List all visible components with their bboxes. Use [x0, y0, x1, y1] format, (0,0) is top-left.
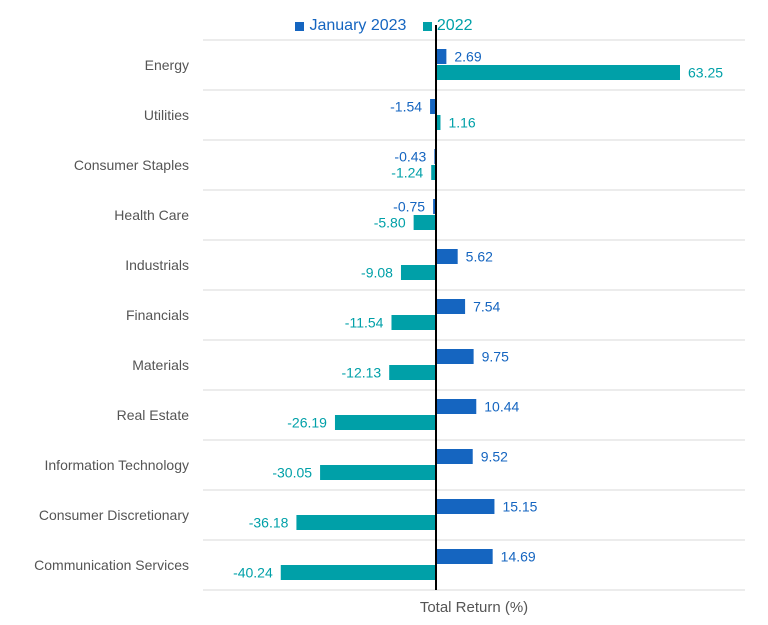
category-label-energy: Energy [145, 57, 189, 73]
legend-item-january-2023: January 2023 [295, 17, 406, 35]
legend-label-january-2023: January 2023 [309, 17, 407, 34]
data-label-2022-energy: 63.25 [688, 65, 723, 81]
data-label-2022-information-technology: -30.05 [272, 465, 312, 481]
bar-2022-real-estate [334, 415, 436, 430]
bar-2022-information-technology [320, 465, 436, 480]
data-label-january-2023-materials: 9.75 [482, 349, 509, 365]
legend-swatch-2022 [422, 21, 432, 31]
category-label-information-technology: Information Technology [45, 457, 190, 473]
data-label-2022-materials: -12.13 [342, 365, 382, 381]
data-label-january-2023-real-estate: 10.44 [484, 399, 519, 415]
data-label-january-2023-information-technology: 9.52 [481, 449, 508, 465]
data-label-2022-health-care: -5.80 [374, 215, 406, 231]
data-label-2022-consumer-staples: -1.24 [391, 165, 423, 181]
bar-2022-consumer-discretionary [296, 515, 436, 530]
category-label-consumer-staples: Consumer Staples [74, 157, 189, 173]
data-label-january-2023-consumer-discretionary: 15.15 [502, 499, 537, 515]
bar-2022-energy [436, 65, 680, 80]
bar-2022-utilities [436, 115, 441, 130]
data-label-january-2023-consumer-staples: -0.43 [394, 149, 426, 165]
bar-january-2023-industrials [436, 249, 458, 264]
data-label-2022-industrials: -9.08 [361, 265, 393, 281]
data-label-january-2023-financials: 7.54 [473, 299, 500, 315]
bar-2022-health-care [413, 215, 436, 230]
category-label-consumer-discretionary: Consumer Discretionary [39, 507, 189, 523]
category-label-industrials: Industrials [125, 257, 189, 273]
bar-january-2023-utilities [430, 99, 436, 114]
bar-2022-industrials [400, 265, 436, 280]
bar-january-2023-real-estate [436, 399, 477, 414]
bar-2022-consumer-staples [431, 165, 436, 180]
bar-january-2023-communication-services [436, 549, 493, 564]
category-label-communication-services: Communication Services [34, 557, 189, 573]
data-label-january-2023-utilities: -1.54 [390, 99, 422, 115]
legend-label-2022: 2022 [436, 17, 473, 34]
bar-january-2023-consumer-discretionary [436, 499, 495, 514]
data-label-january-2023-communication-services: 14.69 [501, 549, 536, 565]
category-label-materials: Materials [132, 357, 189, 373]
chart-legend: January 2023 2022 [0, 17, 768, 36]
data-label-january-2023-health-care: -0.75 [393, 199, 425, 215]
data-label-2022-utilities: 1.16 [448, 115, 475, 131]
bar-2022-financials [391, 315, 436, 330]
data-label-2022-communication-services: -40.24 [233, 565, 273, 581]
category-label-utilities: Utilities [144, 107, 189, 123]
bar-2022-communication-services [280, 565, 436, 580]
legend-item-2022: 2022 [422, 17, 473, 35]
bar-january-2023-financials [436, 299, 466, 314]
data-label-2022-real-estate: -26.19 [287, 415, 327, 431]
category-label-real-estate: Real Estate [117, 407, 190, 423]
data-label-january-2023-energy: 2.69 [454, 49, 481, 65]
bar-january-2023-information-technology [436, 449, 473, 464]
data-label-2022-financials: -11.54 [345, 315, 384, 331]
category-label-financials: Financials [126, 307, 189, 323]
bar-january-2023-energy [436, 49, 447, 64]
data-label-january-2023-industrials: 5.62 [466, 249, 493, 265]
bar-2022-materials [389, 365, 436, 380]
bar-january-2023-health-care [433, 199, 436, 214]
category-label-health-care: Health Care [114, 207, 189, 223]
x-axis-title: Total Return (%) [420, 599, 528, 616]
data-label-2022-consumer-discretionary: -36.18 [249, 515, 289, 531]
legend-swatch-january-2023 [295, 21, 305, 31]
bar-january-2023-materials [436, 349, 474, 364]
